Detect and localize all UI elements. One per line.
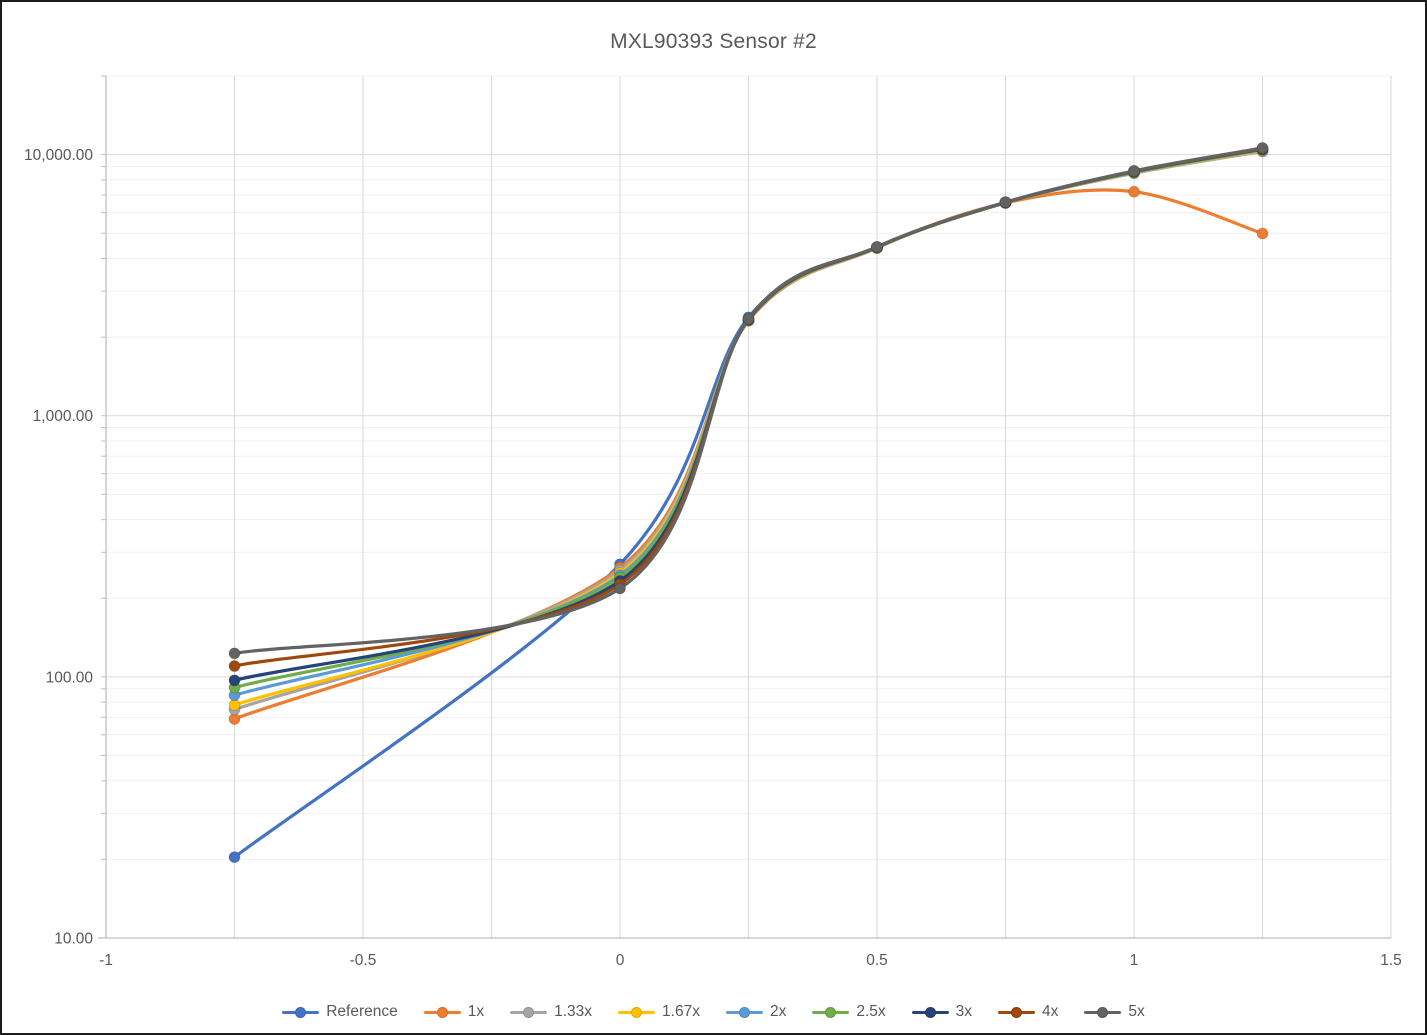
legend-label: 2.5x (856, 1003, 886, 1020)
legend-label: 1.67x (662, 1003, 700, 1020)
legend-label: 4x (1042, 1003, 1059, 1020)
series-marker-5x (871, 240, 883, 253)
x-tick-label: 1.5 (1380, 952, 1402, 969)
legend-marker-icon (725, 1006, 763, 1018)
x-tick-label: 1 (1130, 952, 1139, 969)
series-marker-3x (228, 674, 241, 687)
legend-marker-icon (911, 1006, 949, 1018)
legend-marker-icon (423, 1006, 461, 1018)
legend-item-2.5x: 2.5x (812, 1003, 886, 1021)
legend-item-2x: 2x (725, 1003, 787, 1021)
legend-item-1.67x: 1.67x (618, 1003, 700, 1021)
axes (98, 75, 1391, 939)
x-tick-label: 0 (616, 952, 625, 969)
legend-item-5x: 5x (1084, 1003, 1145, 1021)
series-marker-1x (1128, 185, 1140, 198)
legend-item-1x: 1x (423, 1003, 485, 1021)
x-tick-label: -1 (99, 952, 113, 969)
axis-labels: 10.00 100.00 1,000.00 10,000.00 -1 -0.5 0 0.5 1 1… (24, 147, 1402, 969)
legend-marker-icon (812, 1006, 850, 1018)
legend-label: 1.33x (554, 1003, 593, 1020)
series-marker-5x (228, 647, 241, 660)
legend-label: Reference (326, 1003, 398, 1020)
series (228, 142, 1269, 864)
legend-marker-icon (282, 1006, 320, 1018)
x-tick-label: 0.5 (866, 952, 888, 969)
legend-label: 5x (1128, 1003, 1145, 1020)
legend-item-Reference: Reference (282, 1003, 398, 1021)
legend-marker-icon (998, 1006, 1036, 1018)
legend-marker-icon (1084, 1006, 1122, 1018)
series-marker-5x (1256, 142, 1269, 155)
legend-item-3x: 3x (911, 1003, 973, 1021)
y-tick-label: 10,000.00 (24, 147, 93, 164)
series-line-5x (232, 146, 1265, 655)
legend-marker-icon (510, 1006, 548, 1018)
chart-title: MXL90393 Sensor #2 (610, 30, 817, 53)
legend-item-1.33x: 1.33x (510, 1003, 592, 1021)
y-tick-label: 1,000.00 (33, 408, 94, 425)
series-marker-4x (228, 660, 241, 673)
y-tick-label: 100.00 (46, 669, 94, 686)
legend-marker-icon (618, 1006, 656, 1018)
legend-item-4x: 4x (998, 1003, 1058, 1021)
y-tick-label: 10.00 (54, 931, 93, 948)
gridlines-vertical (234, 76, 1392, 938)
series-marker-5x (614, 582, 626, 595)
series-marker-5x (742, 312, 755, 325)
legend: Reference 1x 1.33x 1.67x 2x 2.5x 3x 4x 5x (2, 1003, 1425, 1021)
series-marker-5x (1128, 164, 1140, 177)
series-5x (228, 142, 1269, 660)
series-marker-1x (1256, 227, 1269, 240)
x-tick-label: -0.5 (350, 952, 377, 969)
legend-label: 3x (955, 1003, 973, 1020)
legend-label: 1x (467, 1003, 485, 1020)
legend-label: 2x (769, 1003, 787, 1020)
series-marker-Reference (228, 851, 241, 864)
series-marker-5x (999, 196, 1012, 209)
